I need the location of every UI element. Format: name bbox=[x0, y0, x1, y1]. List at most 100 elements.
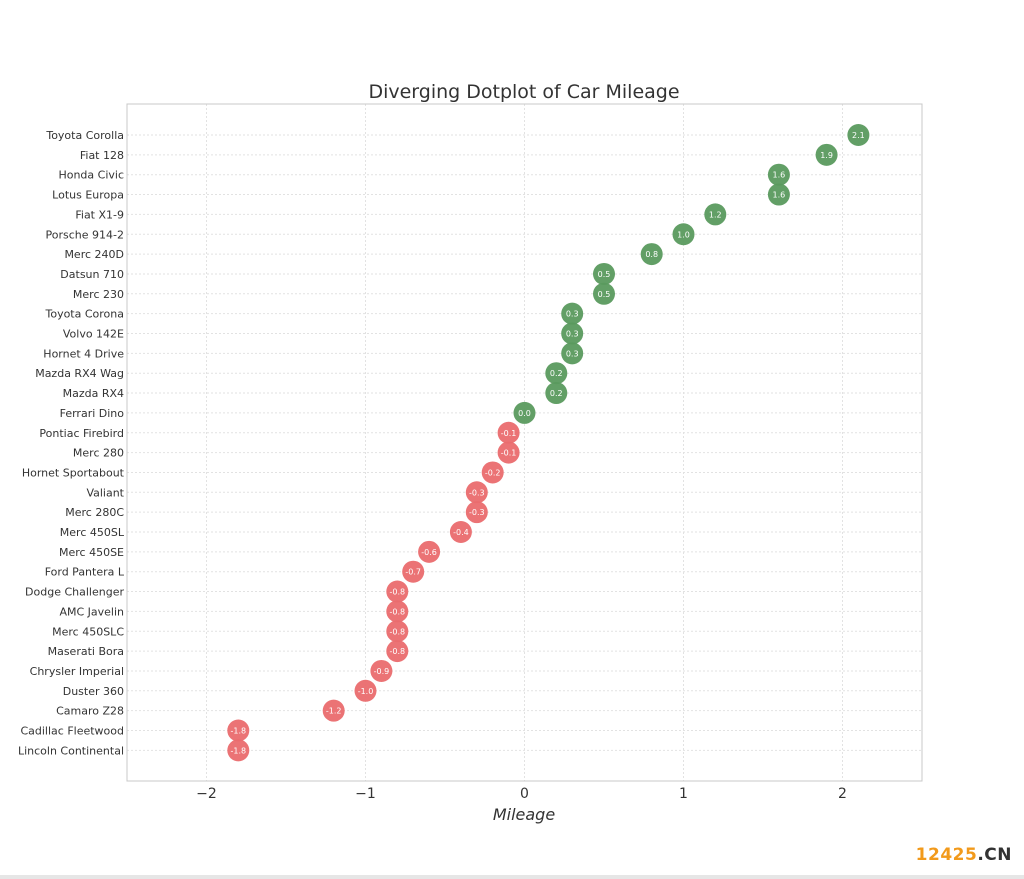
data-label: -1.2 bbox=[326, 707, 342, 716]
data-point bbox=[227, 719, 250, 742]
data-label: -0.8 bbox=[389, 607, 405, 616]
data-point bbox=[386, 580, 409, 603]
data-label: -0.3 bbox=[469, 508, 485, 517]
data-label: 0.8 bbox=[645, 250, 658, 259]
y-tick-label: Toyota Corolla bbox=[45, 129, 124, 142]
y-tick-label: Lincoln Continental bbox=[18, 744, 124, 757]
data-point bbox=[704, 203, 727, 226]
y-tick-label: Duster 360 bbox=[63, 685, 124, 698]
x-tick-label: 0 bbox=[520, 786, 529, 802]
data-label: -1.0 bbox=[358, 687, 374, 696]
data-point bbox=[497, 421, 520, 444]
data-point bbox=[227, 739, 250, 762]
data-point bbox=[481, 461, 504, 484]
data-label: -1.8 bbox=[230, 727, 246, 736]
data-point bbox=[402, 560, 425, 583]
data-label: 1.0 bbox=[677, 230, 690, 239]
data-point bbox=[561, 302, 584, 325]
data-label: 0.2 bbox=[550, 369, 563, 378]
data-label: -0.6 bbox=[421, 548, 437, 557]
data-label: -1.8 bbox=[230, 746, 246, 755]
x-tick-label: −2 bbox=[196, 786, 217, 802]
y-tick-label: Toyota Corona bbox=[44, 308, 124, 321]
y-tick-label: Merc 450SLC bbox=[52, 625, 124, 638]
y-tick-label: Mazda RX4 Wag bbox=[35, 367, 124, 380]
x-tick-label: 1 bbox=[679, 786, 688, 802]
y-tick-label: Lotus Europa bbox=[52, 189, 124, 202]
data-label: 0.5 bbox=[598, 290, 611, 299]
data-point bbox=[418, 540, 441, 563]
data-point bbox=[640, 243, 663, 266]
data-point bbox=[465, 501, 488, 524]
y-tick-label: Fiat 128 bbox=[80, 149, 124, 162]
data-point bbox=[767, 183, 790, 206]
data-point bbox=[465, 481, 488, 504]
grid bbox=[127, 104, 922, 781]
y-tick-label: Mazda RX4 bbox=[63, 387, 124, 400]
data-label: 1.2 bbox=[709, 210, 722, 219]
y-tick-label: Honda Civic bbox=[58, 169, 124, 182]
data-label: 1.6 bbox=[773, 171, 786, 180]
plot-frame bbox=[126, 103, 923, 782]
chart-title: Diverging Dotplot of Car Mileage bbox=[368, 81, 679, 103]
y-tick-label: Camaro Z28 bbox=[56, 705, 124, 718]
y-tick-label: Chrysler Imperial bbox=[30, 665, 124, 678]
data-label: -0.2 bbox=[485, 468, 501, 477]
y-tick-label: Hornet Sportabout bbox=[22, 466, 125, 479]
y-tick-label: AMC Javelin bbox=[59, 605, 124, 618]
bottom-divider bbox=[0, 875, 1024, 879]
data-label: -0.8 bbox=[389, 647, 405, 656]
data-point bbox=[370, 659, 393, 682]
data-label: 0.3 bbox=[566, 330, 579, 339]
data-point bbox=[672, 223, 695, 246]
data-label: 2.1 bbox=[852, 131, 865, 140]
y-tick-label: Datsun 710 bbox=[60, 268, 124, 281]
data-point bbox=[386, 640, 409, 663]
x-tick-label: 2 bbox=[838, 786, 847, 802]
data-label: 0.3 bbox=[566, 349, 579, 358]
watermark-number: 12425 bbox=[915, 845, 978, 865]
y-tick-label: Merc 240D bbox=[64, 248, 124, 261]
data-label: -0.1 bbox=[501, 429, 517, 438]
data-label: -0.1 bbox=[501, 449, 517, 458]
data-point bbox=[545, 382, 568, 405]
y-tick-label: Hornet 4 Drive bbox=[43, 347, 124, 360]
y-tick-label: Ferrari Dino bbox=[60, 407, 125, 420]
data-point bbox=[386, 600, 409, 623]
data-point bbox=[449, 521, 472, 543]
data-point bbox=[561, 322, 584, 345]
y-tick-label: Ford Pantera L bbox=[45, 566, 125, 579]
data-point bbox=[593, 262, 615, 285]
watermark-logo: 12425.CN bbox=[916, 845, 1012, 865]
y-tick-label: Merc 450SL bbox=[60, 526, 125, 539]
data-points: 2.1 1.9 1.6 1.6 1.2 1.0 0.8 0.5 0.5 0.3 0.3 0.3 0.2 0… bbox=[227, 124, 870, 762]
data-label: -0.9 bbox=[374, 667, 390, 676]
y-tick-label: Pontiac Firebird bbox=[39, 427, 124, 440]
data-point bbox=[545, 362, 568, 385]
data-label: -0.4 bbox=[453, 528, 469, 537]
data-point bbox=[767, 163, 790, 186]
y-tick-label: Merc 450SE bbox=[59, 546, 124, 559]
data-label: 1.6 bbox=[773, 191, 786, 200]
y-tick-label: Merc 280 bbox=[73, 447, 124, 460]
y-tick-label: Maserati Bora bbox=[48, 645, 124, 658]
data-label: 0.0 bbox=[518, 409, 531, 418]
y-tick-label: Fiat X1-9 bbox=[75, 208, 124, 221]
y-tick-label: Porsche 914-2 bbox=[46, 228, 124, 241]
data-label: 0.3 bbox=[566, 310, 579, 319]
data-label: 0.5 bbox=[598, 270, 611, 279]
data-label: -0.8 bbox=[389, 627, 405, 636]
data-label: -0.3 bbox=[469, 488, 485, 497]
data-point bbox=[322, 699, 345, 722]
x-tick-labels: −2 −1 0 1 2 bbox=[196, 786, 847, 802]
y-tick-label: Cadillac Fleetwood bbox=[20, 725, 124, 738]
y-tick-label: Volvo 142E bbox=[63, 328, 124, 341]
data-label: 0.2 bbox=[550, 389, 563, 398]
data-point bbox=[513, 401, 536, 424]
data-point bbox=[815, 143, 838, 166]
data-point bbox=[497, 441, 520, 464]
y-tick-label: Valiant bbox=[86, 486, 124, 499]
data-label: -0.8 bbox=[389, 588, 405, 597]
x-tick-label: −1 bbox=[355, 786, 376, 802]
